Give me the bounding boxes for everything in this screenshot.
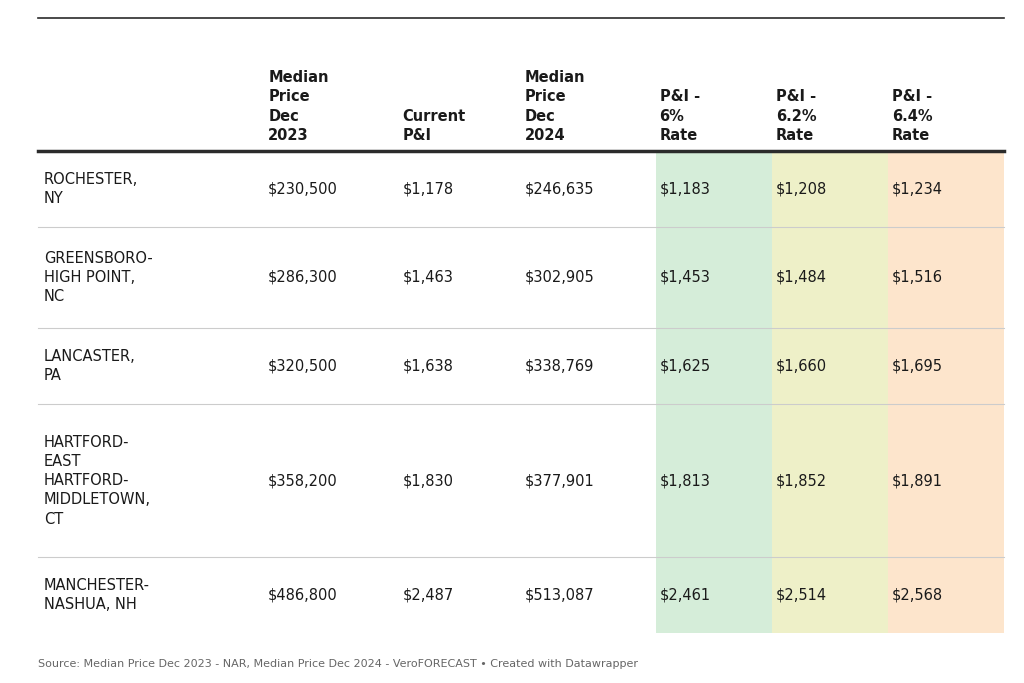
Bar — [772, 151, 888, 227]
Text: $302,905: $302,905 — [525, 270, 595, 285]
Text: $1,178: $1,178 — [402, 181, 454, 196]
Text: P&I -
6%
Rate: P&I - 6% Rate — [659, 89, 699, 143]
Text: GREENSBORO-
HIGH POINT,
NC: GREENSBORO- HIGH POINT, NC — [44, 251, 153, 304]
Text: $1,813: $1,813 — [659, 473, 711, 488]
Text: $1,830: $1,830 — [402, 473, 454, 488]
Bar — [655, 557, 772, 633]
Text: $1,463: $1,463 — [402, 270, 454, 285]
Text: Median
Price
Dec
2023: Median Price Dec 2023 — [268, 70, 329, 143]
Bar — [888, 329, 1004, 404]
Text: $358,200: $358,200 — [268, 473, 338, 488]
Text: $286,300: $286,300 — [268, 270, 338, 285]
Text: $2,461: $2,461 — [659, 587, 711, 602]
Text: $1,638: $1,638 — [402, 359, 454, 374]
Bar — [888, 151, 1004, 227]
Text: $1,625: $1,625 — [659, 359, 711, 374]
Text: $377,901: $377,901 — [525, 473, 595, 488]
Bar — [772, 557, 888, 633]
Text: $230,500: $230,500 — [268, 181, 338, 196]
Text: $1,852: $1,852 — [775, 473, 826, 488]
Text: $1,183: $1,183 — [659, 181, 711, 196]
Bar — [888, 404, 1004, 557]
Bar — [888, 557, 1004, 633]
Bar — [772, 329, 888, 404]
Text: $320,500: $320,500 — [268, 359, 338, 374]
Text: $2,568: $2,568 — [892, 587, 943, 602]
Text: $486,800: $486,800 — [268, 587, 338, 602]
Bar — [655, 329, 772, 404]
Bar — [655, 151, 772, 227]
Text: $513,087: $513,087 — [525, 587, 595, 602]
Text: Source: Median Price Dec 2023 - NAR, Median Price Dec 2024 - VeroFORECAST • Crea: Source: Median Price Dec 2023 - NAR, Med… — [38, 659, 638, 669]
Text: P&I -
6.4%
Rate: P&I - 6.4% Rate — [892, 89, 933, 143]
Text: $1,660: $1,660 — [775, 359, 826, 374]
Text: Median
Price
Dec
2024: Median Price Dec 2024 — [525, 70, 586, 143]
Bar — [772, 404, 888, 557]
Text: $2,487: $2,487 — [402, 587, 454, 602]
Text: $246,635: $246,635 — [525, 181, 595, 196]
Text: P&I -
6.2%
Rate: P&I - 6.2% Rate — [775, 89, 816, 143]
Text: HARTFORD-
EAST
HARTFORD-
MIDDLETOWN,
CT: HARTFORD- EAST HARTFORD- MIDDLETOWN, CT — [44, 434, 151, 527]
Text: ROCHESTER,
NY: ROCHESTER, NY — [44, 171, 138, 206]
Bar — [655, 404, 772, 557]
Text: $1,234: $1,234 — [892, 181, 943, 196]
Bar — [655, 227, 772, 329]
Text: $1,695: $1,695 — [892, 359, 943, 374]
Text: $1,208: $1,208 — [775, 181, 827, 196]
Text: $338,769: $338,769 — [525, 359, 594, 374]
Text: $1,891: $1,891 — [892, 473, 943, 488]
Text: Current
P&I: Current P&I — [402, 109, 466, 143]
Text: $1,516: $1,516 — [892, 270, 943, 285]
Text: $1,453: $1,453 — [659, 270, 711, 285]
Text: $2,514: $2,514 — [775, 587, 826, 602]
Bar — [772, 227, 888, 329]
Bar — [888, 227, 1004, 329]
Text: $1,484: $1,484 — [775, 270, 826, 285]
Text: LANCASTER,
PA: LANCASTER, PA — [44, 349, 136, 383]
Text: MANCHESTER-
NASHUA, NH: MANCHESTER- NASHUA, NH — [44, 578, 150, 612]
